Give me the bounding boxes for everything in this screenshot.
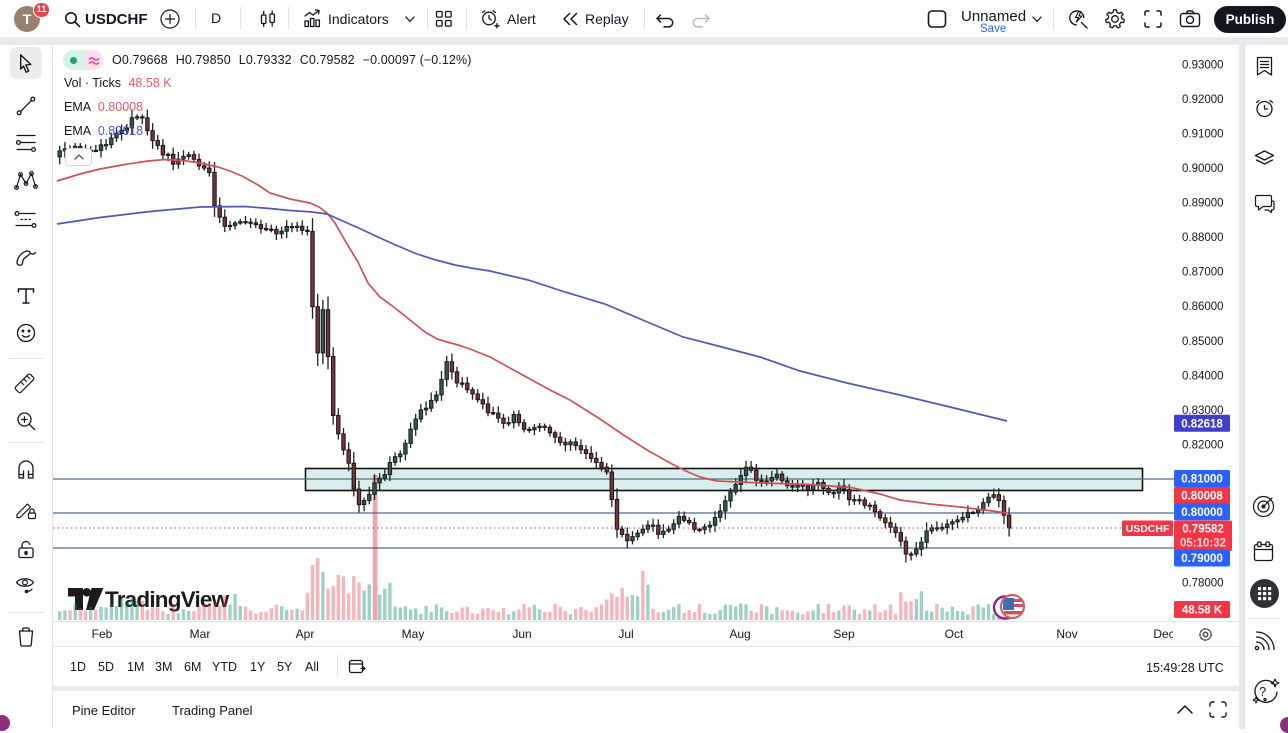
svg-text:USDCHF: USDCHF [1126,523,1170,535]
svg-text:0.85000: 0.85000 [1182,336,1224,348]
svg-text:0.78000: 0.78000 [1182,578,1224,590]
svg-text:0.88000: 0.88000 [1182,232,1224,244]
svg-text:0.92000: 0.92000 [1182,94,1224,106]
svg-text:0.80000: 0.80000 [1181,507,1223,519]
svg-text:48.58 K: 48.58 K [1182,605,1223,617]
svg-text:0.90000: 0.90000 [1182,163,1224,175]
svg-text:0.89000: 0.89000 [1182,198,1224,210]
svg-text:0.84000: 0.84000 [1182,370,1224,382]
svg-text:?: ? [1259,684,1266,699]
svg-text:0.80008: 0.80008 [1181,491,1223,503]
svg-text:0.87000: 0.87000 [1182,267,1224,279]
svg-text:0.82000: 0.82000 [1182,439,1224,451]
svg-text:0.79582: 0.79582 [1182,524,1224,536]
svg-text:0.93000: 0.93000 [1182,59,1224,71]
svg-text:0.81000: 0.81000 [1181,474,1223,486]
svg-text:05:10:32: 05:10:32 [1180,538,1226,550]
svg-text:0.79000: 0.79000 [1181,553,1223,565]
svg-text:0.86000: 0.86000 [1182,301,1224,313]
svg-text:TradingView: TradingView [105,587,230,612]
svg-text:0.91000: 0.91000 [1182,129,1224,141]
svg-text:0.83000: 0.83000 [1182,405,1224,417]
svg-text:0.82618: 0.82618 [1181,418,1223,430]
